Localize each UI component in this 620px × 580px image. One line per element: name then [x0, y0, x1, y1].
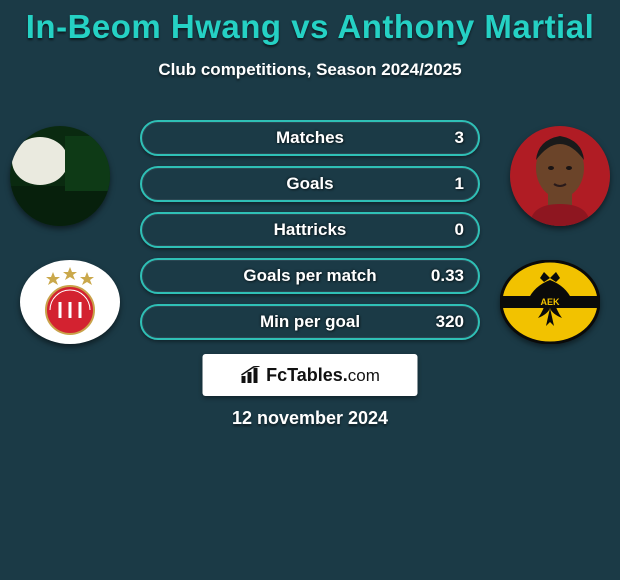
- player-right-avatar: [510, 126, 610, 226]
- stat-row: Goals 1: [140, 166, 480, 202]
- player-left-avatar: [10, 126, 110, 226]
- stat-value-right: 320: [436, 312, 464, 332]
- stat-row: Matches 3: [140, 120, 480, 156]
- stat-label: Goals: [286, 174, 333, 194]
- stat-value-right: 3: [455, 128, 464, 148]
- brand-text: FcTables.com: [266, 365, 380, 386]
- stat-value-right: 0: [455, 220, 464, 240]
- crest-left-graphic: [20, 260, 120, 344]
- date-text: 12 november 2024: [0, 408, 620, 429]
- brand-name: FcTables: [266, 365, 343, 386]
- subtitle: Club competitions, Season 2024/2025: [0, 60, 620, 80]
- avatar-left-graphic: [10, 126, 110, 226]
- page-title: In-Beom Hwang vs Anthony Martial: [0, 0, 620, 46]
- club-left-crest: [20, 260, 120, 344]
- stat-label: Hattricks: [274, 220, 347, 240]
- stat-value-right: 1: [455, 174, 464, 194]
- stat-label: Goals per match: [243, 266, 376, 286]
- stat-row: Hattricks 0: [140, 212, 480, 248]
- stat-value-right: 0.33: [431, 266, 464, 286]
- stat-label: Min per goal: [260, 312, 360, 332]
- brand-suffix: com: [348, 366, 380, 386]
- stat-label: Matches: [276, 128, 344, 148]
- stat-row: Goals per match 0.33: [140, 258, 480, 294]
- club-right-crest: AEK: [500, 260, 600, 344]
- stats-list: Matches 3 Goals 1 Hattricks 0 Goals per …: [140, 120, 480, 350]
- avatar-right-graphic: [510, 126, 610, 226]
- svg-text:AEK: AEK: [540, 297, 560, 307]
- brand-badge: FcTables.com: [203, 354, 418, 396]
- bars-icon: [240, 366, 262, 384]
- crest-right-graphic: AEK: [500, 260, 600, 344]
- stat-row: Min per goal 320: [140, 304, 480, 340]
